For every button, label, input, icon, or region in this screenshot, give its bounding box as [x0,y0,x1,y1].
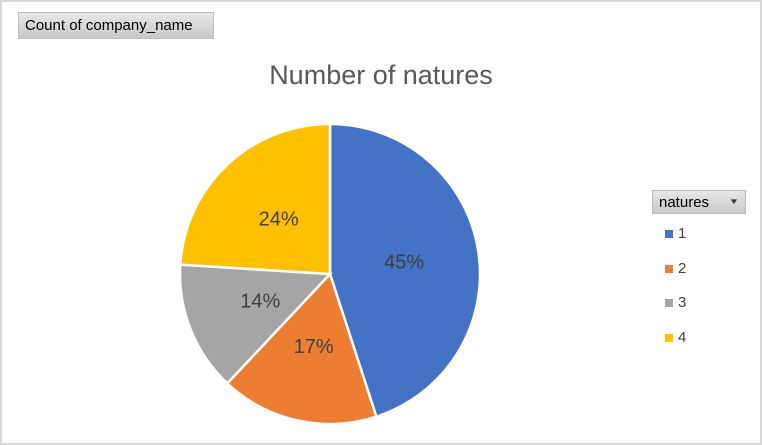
legend-item-4: 4 [665,328,687,346]
pie-data-label-4: 24% [259,208,299,230]
pie-data-label-3: 14% [240,291,280,313]
legend-item-label: 4 [678,328,687,346]
legend-swatch-icon [665,333,673,342]
legend-swatch-icon [665,264,673,273]
legend-field-button[interactable]: natures ▼ [652,190,746,214]
pie-slice-4[interactable] [178,122,332,276]
pie-slice-1[interactable] [328,122,482,419]
chart-title: Number of natures [269,60,493,90]
legend-item-label: 3 [678,294,687,311]
values-field-button-label: Count of company_name [25,17,193,34]
legend-swatch-icon [665,299,673,307]
pie-slice-2[interactable] [225,271,378,426]
values-field-button[interactable]: Count of company_name [18,12,214,39]
legend-item-label: 1 [678,225,687,242]
dropdown-arrow-icon: ▼ [728,197,740,206]
pie-slice-3[interactable] [178,263,333,386]
pie-data-label-1: 45% [384,251,424,273]
legend-item-1: 1 [665,225,687,242]
legend-item-3: 3 [665,294,687,311]
pie-data-label-2: 17% [294,336,334,358]
legend-item-label: 2 [678,259,687,277]
legend-swatch-icon [665,230,673,238]
legend-item-2: 2 [665,259,687,277]
legend-field-button-label: natures [659,193,710,211]
